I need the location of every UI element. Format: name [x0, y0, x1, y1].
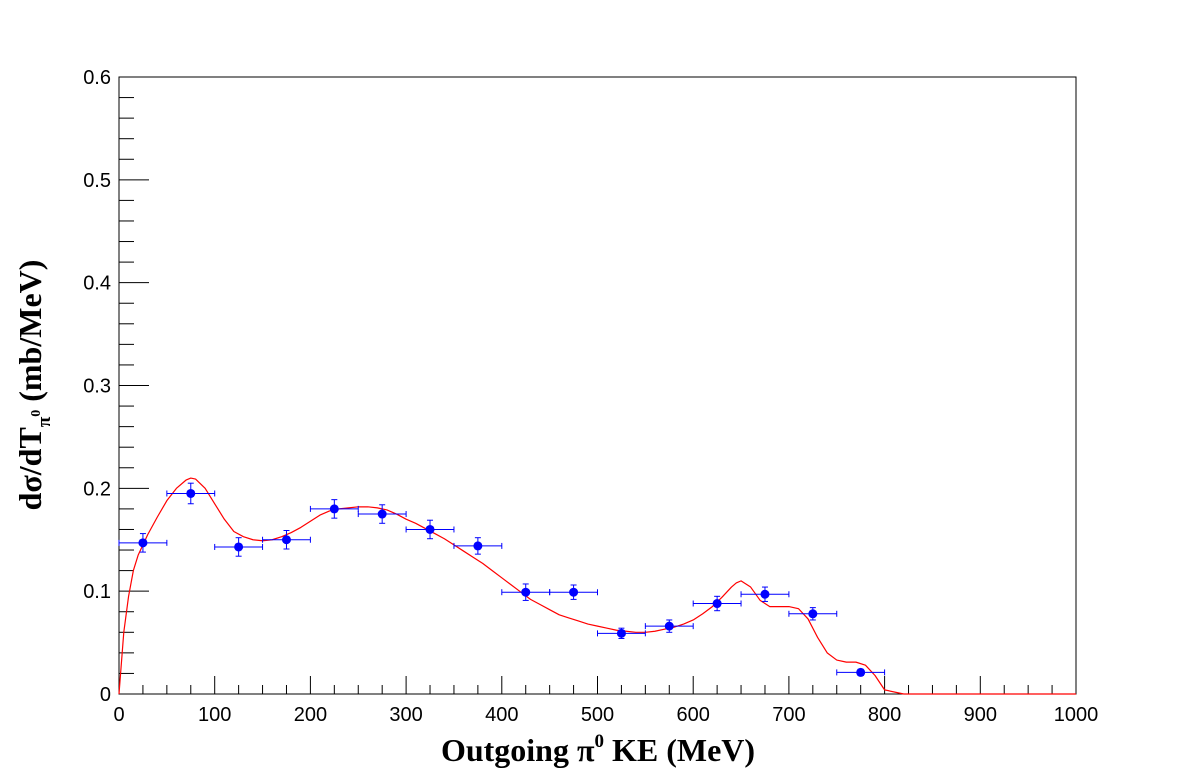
y-tick-label: 0.5	[83, 170, 111, 192]
x-tick-label: 300	[389, 704, 422, 726]
x-tick-label: 1000	[1054, 704, 1099, 726]
fit-curve-layer	[118, 477, 1076, 695]
y-tick-label: 0.1	[83, 581, 111, 603]
y-axis-title: dσ/dTπ0 (mb/MeV)	[12, 260, 55, 511]
data-marker	[473, 541, 483, 551]
data-marker	[425, 524, 435, 534]
y-tick-labels: 0 0.1 0.2 0.3 0.4 0.5 0.6	[83, 67, 111, 706]
x-tick-label: 400	[485, 704, 518, 726]
data-marker	[234, 542, 244, 552]
y-tick-label: 0.3	[83, 376, 111, 398]
data-point	[644, 619, 694, 633]
x-tick-label: 100	[198, 704, 231, 726]
data-marker	[281, 535, 291, 545]
data-point	[453, 537, 503, 555]
x-tick-label: 200	[294, 704, 327, 726]
data-point	[405, 519, 455, 540]
x-tick-label: 0	[113, 704, 124, 726]
x-tick-label: 900	[964, 704, 997, 726]
data-marker	[329, 504, 339, 514]
data-point	[357, 504, 407, 524]
data-point	[118, 533, 168, 553]
x-tick-label: 600	[677, 704, 710, 726]
data-points-layer	[118, 482, 886, 677]
data-marker	[616, 628, 626, 638]
data-marker	[521, 587, 531, 597]
data-point	[309, 499, 359, 519]
data-marker	[856, 667, 866, 677]
y-tick-label: 0.6	[83, 67, 111, 89]
data-marker	[377, 509, 387, 519]
data-point	[836, 667, 886, 677]
data-marker	[808, 609, 818, 619]
data-marker	[760, 589, 770, 599]
fit-curve	[118, 477, 1076, 695]
data-point	[214, 537, 264, 557]
y-tick-label: 0.4	[83, 273, 111, 295]
data-point	[166, 482, 216, 505]
x-tick-label: 800	[868, 704, 901, 726]
data-point	[740, 586, 790, 602]
data-point	[549, 584, 598, 600]
data-marker	[569, 587, 579, 597]
x-tick-label: 500	[581, 704, 614, 726]
y-tick-label: 0.2	[83, 478, 111, 500]
y-tick-label: 0	[100, 684, 111, 706]
x-tick-label: 700	[772, 704, 805, 726]
data-point	[788, 607, 838, 621]
data-marker	[664, 621, 674, 631]
data-point	[597, 627, 646, 639]
x-tick-labels: 0 100 200 300 400 500 600 700 800 900 1000	[113, 704, 1098, 726]
data-point	[262, 529, 311, 550]
data-marker	[712, 599, 722, 609]
data-marker	[138, 538, 148, 548]
data-point	[692, 595, 742, 612]
data-marker	[186, 488, 196, 498]
x-axis-title: Outgoing π0 KE (MeV)	[441, 731, 755, 768]
data-point	[501, 583, 551, 601]
